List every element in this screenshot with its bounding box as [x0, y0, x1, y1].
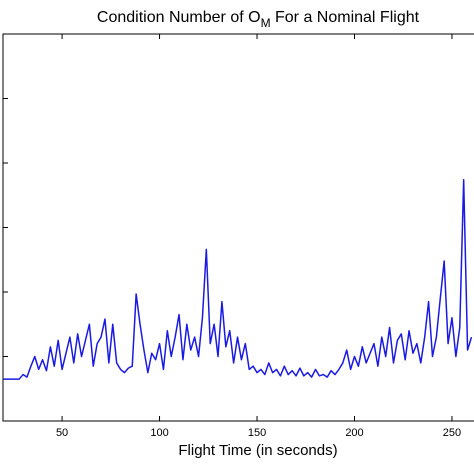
- data-line: [3, 179, 473, 380]
- x-tick-label: 100: [150, 427, 168, 439]
- title-subscript: M: [261, 16, 271, 30]
- chart-title: Condition Number of OM For a Nominal Fli…: [97, 9, 420, 30]
- title-text: Condition Number of O: [97, 9, 261, 26]
- x-axis-label: Flight Time (in seconds): [178, 442, 337, 459]
- x-tick-label: 250: [443, 427, 461, 439]
- x-tick-label: 150: [248, 427, 266, 439]
- x-tick-label: 50: [56, 427, 68, 439]
- x-tick-label: 200: [345, 427, 363, 439]
- title-text: For a Nominal Flight: [271, 9, 420, 26]
